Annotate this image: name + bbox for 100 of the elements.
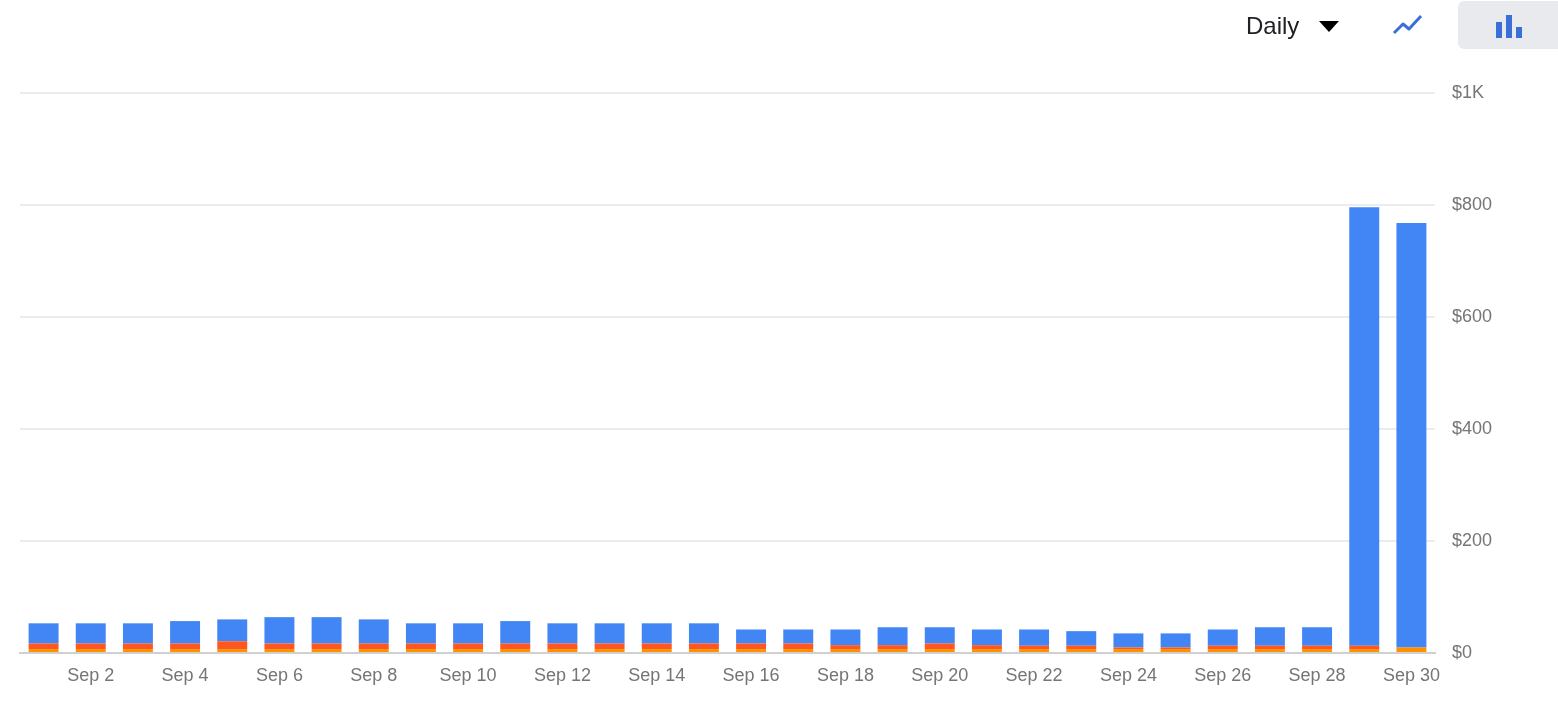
bar: [877, 627, 908, 646]
x-tick-label: Sep 18: [816, 664, 874, 685]
bar: [1302, 649, 1333, 652]
bar: [311, 643, 342, 650]
bar: [122, 643, 153, 650]
bar: [358, 643, 389, 650]
bar: [405, 649, 436, 652]
bar: [783, 649, 814, 652]
bar: [830, 645, 861, 650]
y-tick-label: $0: [1452, 641, 1473, 662]
x-tick-label: Sep 10: [439, 664, 497, 685]
y-tick-label: $200: [1452, 529, 1493, 550]
bar: [1019, 629, 1050, 646]
bar: [1302, 627, 1333, 646]
bar: [1254, 627, 1285, 646]
x-tick-label: Sep 22: [1005, 664, 1063, 685]
bar: [736, 649, 767, 652]
bar: [28, 649, 59, 652]
bar: [1113, 633, 1144, 648]
x-tick-label: Sep 12: [533, 664, 591, 685]
bar: [971, 649, 1002, 652]
bar: [547, 623, 578, 644]
bar: [75, 643, 106, 650]
x-tick-label: Sep 26: [1194, 664, 1252, 685]
bar: [971, 645, 1002, 650]
x-tick-label: Sep 30: [1382, 664, 1440, 685]
bar: [783, 629, 814, 644]
bar: [500, 649, 531, 652]
bar: [217, 619, 248, 642]
bar: [688, 649, 719, 652]
bar: [170, 643, 201, 650]
bar: [405, 623, 436, 644]
bar: [1160, 633, 1191, 648]
x-tick-label: Sep 24: [1099, 664, 1157, 685]
bar: [217, 649, 248, 652]
bar: [1207, 649, 1238, 652]
bar: [688, 643, 719, 650]
bar: [405, 643, 436, 650]
bar: [453, 623, 484, 644]
bar: [830, 649, 861, 652]
bar: [75, 623, 106, 644]
bar: [641, 643, 672, 650]
bar: [688, 623, 719, 644]
bar: [547, 643, 578, 650]
bar: [122, 649, 153, 652]
x-tick-label: Sep 2: [67, 664, 115, 685]
bar: [264, 649, 295, 652]
bar: [311, 649, 342, 652]
x-tick-label: Sep 8: [350, 664, 398, 685]
bar: [264, 643, 295, 650]
bar: [924, 643, 955, 650]
bar: [1396, 647, 1427, 652]
bar: [217, 641, 248, 650]
bar: [877, 649, 908, 652]
bar: [500, 621, 531, 644]
bar: [1396, 222, 1427, 648]
x-tick-label: Sep 6: [255, 664, 303, 685]
text: Daily: [1246, 11, 1300, 41]
bar: [736, 643, 767, 650]
bar: [453, 649, 484, 652]
bar: [122, 623, 153, 644]
bar: [358, 649, 389, 652]
x-tick-label: Sep 20: [911, 664, 969, 685]
bar: [500, 643, 531, 650]
bar: [1019, 649, 1050, 652]
bar: [641, 623, 672, 644]
x-tick-label: Sep 28: [1288, 664, 1346, 685]
y-tick-label: $400: [1452, 417, 1493, 438]
bar: [1066, 649, 1097, 652]
y-tick-label: $600: [1452, 305, 1493, 326]
x-tick-label: Sep 14: [628, 664, 686, 685]
bar: [170, 621, 201, 644]
bar: [170, 649, 201, 652]
bar: [877, 645, 908, 650]
bar: [971, 629, 1002, 646]
y-tick-label: $1K: [1452, 81, 1485, 102]
bar: [1254, 649, 1285, 652]
bar: [358, 619, 389, 644]
bar: [75, 649, 106, 652]
bar: [1349, 649, 1380, 652]
bar: [594, 623, 625, 644]
bar: [453, 643, 484, 650]
bar: [1207, 629, 1238, 646]
bar: [1349, 207, 1380, 646]
bar: [783, 643, 814, 650]
bar: [594, 643, 625, 650]
bar: [547, 649, 578, 652]
bar: [311, 617, 342, 644]
bar: [594, 649, 625, 652]
bar: [736, 629, 767, 644]
bar: [1066, 631, 1097, 646]
bar: [28, 623, 59, 644]
bar: [830, 629, 861, 646]
bar: [28, 643, 59, 650]
bar: [264, 617, 295, 644]
y-tick-label: $800: [1452, 193, 1493, 214]
x-tick-label: Sep 16: [722, 664, 780, 685]
bar: [641, 649, 672, 652]
bar: [924, 627, 955, 644]
x-tick-label: Sep 4: [161, 664, 209, 685]
